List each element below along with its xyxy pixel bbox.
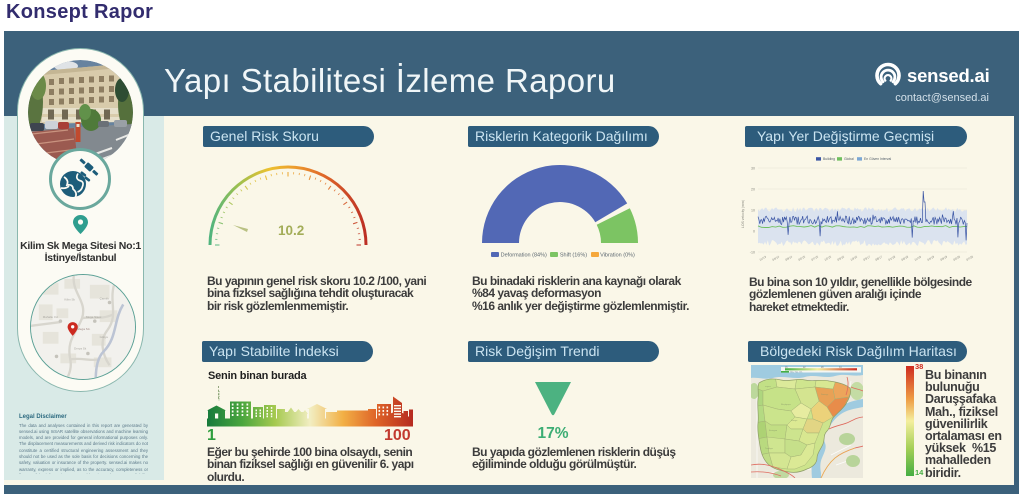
svg-text:02/15: 02/15 <box>798 254 807 261</box>
svg-text:İstinye: İstinye <box>100 334 109 339</box>
svg-text:11/13: 11/13 <box>759 255 768 262</box>
svg-text:-10: -10 <box>750 250 755 254</box>
svg-text:16: 16 <box>785 367 788 369</box>
svg-text:28: 28 <box>821 367 824 369</box>
svg-text:09/14: 09/14 <box>785 254 794 261</box>
svg-text:Tarabya: Tarabya <box>765 447 774 450</box>
svg-text:02/20: 02/20 <box>953 254 962 261</box>
svg-text:Kilim Sk: Kilim Sk <box>64 298 75 302</box>
svg-text:Çamlık: Çamlık <box>100 297 110 301</box>
svg-text:10/16: 10/16 <box>850 254 859 261</box>
svg-text:Mega Sit.: Mega Sit. <box>77 327 90 331</box>
svg-text:Building: Building <box>823 157 835 161</box>
svg-text:Daruşş.: Daruşş. <box>821 393 829 396</box>
svg-text:LOS velocity (mm): LOS velocity (mm) <box>741 200 745 228</box>
svg-text:07/15: 07/15 <box>811 254 820 261</box>
svg-text:04/19: 04/19 <box>927 254 936 261</box>
svg-text:08/17: 08/17 <box>875 254 884 261</box>
svg-text:Mahalle Cd: Mahalle Cd <box>43 315 58 319</box>
svg-text:10.2: 10.2 <box>278 223 304 238</box>
svg-text:22: 22 <box>803 367 806 369</box>
svg-text:Reşitpaşa: Reşitpaşa <box>781 403 792 406</box>
svg-text:En Güven Interval: En Güven Interval <box>864 157 891 161</box>
svg-text:12/15: 12/15 <box>824 254 833 261</box>
svg-text:05/16: 05/16 <box>837 254 846 261</box>
svg-text:20: 20 <box>751 187 755 191</box>
svg-text:11/18: 11/18 <box>914 255 923 262</box>
svg-text:10: 10 <box>751 208 755 212</box>
svg-text:01/18: 01/18 <box>888 254 897 261</box>
svg-text:34: 34 <box>839 367 842 369</box>
svg-text:Güv. Yüz. Ort.: Güv. Yüz. Ort. <box>790 371 803 374</box>
svg-text:30: 30 <box>751 166 755 170</box>
svg-text:Global: Global <box>844 157 854 161</box>
svg-text:04/14: 04/14 <box>772 254 781 261</box>
svg-text:Mega Sitesi: Mega Sitesi <box>86 315 102 319</box>
svg-text:09/19: 09/19 <box>940 254 949 261</box>
svg-text:06/18: 06/18 <box>901 254 910 261</box>
svg-text:Kilyos: Kilyos <box>765 386 772 388</box>
svg-text:Emirgan: Emirgan <box>769 429 778 432</box>
svg-text:İstinye: İstinye <box>791 419 798 422</box>
svg-text:Derya Sk: Derya Sk <box>74 347 87 351</box>
svg-text:07/20: 07/20 <box>966 254 975 261</box>
svg-text:03/17: 03/17 <box>863 254 872 261</box>
svg-text:0: 0 <box>753 229 755 233</box>
